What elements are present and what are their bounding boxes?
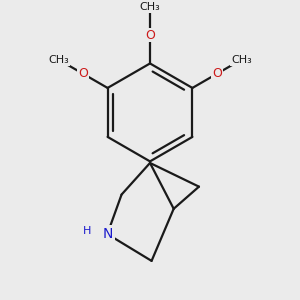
Text: CH₃: CH₃	[140, 2, 160, 12]
Text: O: O	[145, 28, 155, 41]
Text: O: O	[212, 67, 222, 80]
Text: N: N	[102, 227, 112, 241]
Text: H: H	[82, 226, 91, 236]
Text: CH₃: CH₃	[48, 55, 69, 64]
Text: O: O	[78, 67, 88, 80]
Text: CH₃: CH₃	[231, 55, 252, 64]
